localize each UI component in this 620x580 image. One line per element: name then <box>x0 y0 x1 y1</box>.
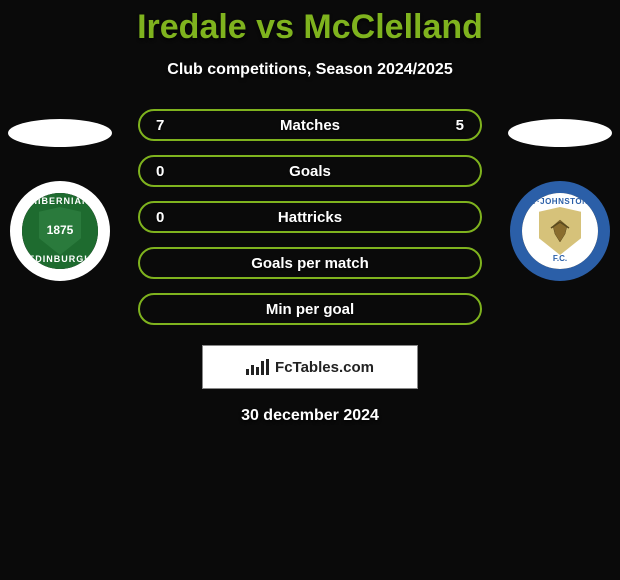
stat-pill: 0 Goals <box>138 155 482 187</box>
left-team-badge: HIBERNIAN 1875 EDINBURGH <box>10 181 110 281</box>
stat-left-value: 7 <box>156 117 164 134</box>
right-side: ST·JOHNSTONE F.C. <box>508 109 612 281</box>
eagle-icon <box>545 216 575 246</box>
main-layout: HIBERNIAN 1875 EDINBURGH 7 Matches 5 0 Goals… <box>0 109 620 325</box>
page-subtitle: Club competitions, Season 2024/2025 <box>0 61 620 79</box>
stat-pill: 0 Hattricks <box>138 201 482 233</box>
badge-text-top: HIBERNIAN <box>30 197 89 207</box>
stat-pill: Goals per match <box>138 247 482 279</box>
attribution-text: FcTables.com <box>275 359 374 376</box>
stat-label: Goals per match <box>251 255 369 272</box>
stat-left-value: 0 <box>156 209 164 226</box>
stat-label: Goals <box>289 163 331 180</box>
stat-pill: Min per goal <box>138 293 482 325</box>
date-label: 30 december 2024 <box>0 407 620 425</box>
page-title: Iredale vs McClelland <box>0 8 620 47</box>
comparison-card: Iredale vs McClelland Club competitions,… <box>0 0 620 425</box>
badge-year: 1875 <box>47 224 74 237</box>
stat-pill: 7 Matches 5 <box>138 109 482 141</box>
stat-label: Matches <box>280 117 340 134</box>
stat-label: Min per goal <box>266 301 354 318</box>
right-player-placeholder <box>508 119 612 147</box>
right-team-badge: ST·JOHNSTONE F.C. <box>510 181 610 281</box>
attribution-box[interactable]: FcTables.com <box>202 345 418 389</box>
badge-inner: HIBERNIAN 1875 EDINBURGH <box>22 193 98 269</box>
shield-icon: 1875 <box>39 207 81 255</box>
stats-column: 7 Matches 5 0 Goals 0 Hattricks Goals per match… <box>130 109 490 325</box>
eagle-shield-icon <box>539 207 581 255</box>
stat-label: Hattricks <box>278 209 342 226</box>
left-player-placeholder <box>8 119 112 147</box>
badge-text-bottom: F.C. <box>553 255 567 264</box>
stat-left-value: 0 <box>156 163 164 180</box>
stat-right-value: 5 <box>456 117 464 134</box>
badge-inner: ST·JOHNSTONE F.C. <box>522 193 598 269</box>
left-side: HIBERNIAN 1875 EDINBURGH <box>8 109 112 281</box>
bar-chart-icon <box>246 359 269 375</box>
